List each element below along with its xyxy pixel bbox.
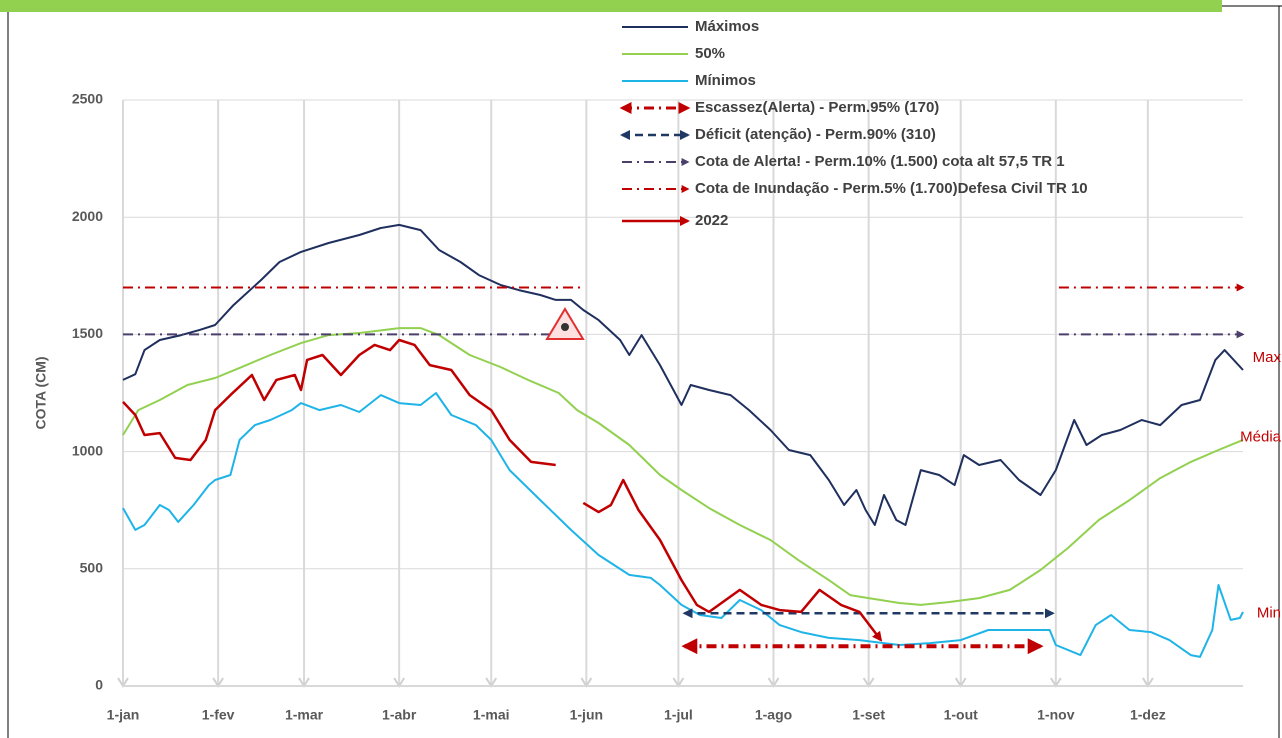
annotation: Max [1253,349,1282,366]
legend-label: Máximos [695,18,759,35]
y-tick-label: 1500 [72,325,103,341]
legend-label: Cota de Inundação - Perm.5% (1.700)Defes… [695,180,1088,197]
y-tick-label: 0 [95,677,103,693]
annotation: Min [1257,604,1281,621]
x-tick-label: 1-out [944,707,979,723]
series-line [122,223,1244,526]
legend-label: Mínimos [695,72,756,89]
series-lines [122,223,1244,658]
legend: Máximos 50% Mínimos Escassez(Alerta) - Perm… [619,18,1088,229]
x-tick-label: 1-ago [755,707,792,723]
y-tick-label: 1000 [72,442,103,458]
x-tick-label: 1-jun [570,707,603,723]
legend-label: 2022 [695,212,728,229]
y-axis-label: COTA (CM) [33,356,49,429]
x-tick-label: 1-set [852,707,885,723]
x-tick-label: 1-mar [285,707,324,723]
x-tick-label: 1-dez [1130,707,1166,723]
y-tick-label: 2000 [72,208,103,224]
y-tick-label: 2500 [72,91,103,107]
x-tick-label: 1-abr [382,707,417,723]
series-line [122,392,1244,658]
grid: 0 500 1000 1500 2000 2500 1-jan 1-fev 1-mar 1-abr… [72,91,1243,723]
legend-label: 50% [695,45,725,62]
legend-label: Déficit (atenção) - Perm.90% (310) [695,126,936,143]
x-tick-label: 1-fev [202,707,235,723]
top-band [0,0,1222,12]
x-tick-label: 1-jan [107,707,140,723]
annotation: Média [1240,429,1282,446]
y-tick-label: 500 [80,560,104,576]
x-tick-label: 1-mai [473,707,510,723]
series-line [122,338,881,640]
x-tick-label: 1-nov [1037,707,1075,723]
series-line [122,327,1244,606]
x-tick-label: 1-jul [664,707,693,723]
warning-icon [545,307,585,340]
legend-label: Escassez(Alerta) - Perm.95% (170) [695,99,939,116]
legend-label: Cota de Alerta! - Perm.10% (1.500) cota … [695,153,1065,170]
